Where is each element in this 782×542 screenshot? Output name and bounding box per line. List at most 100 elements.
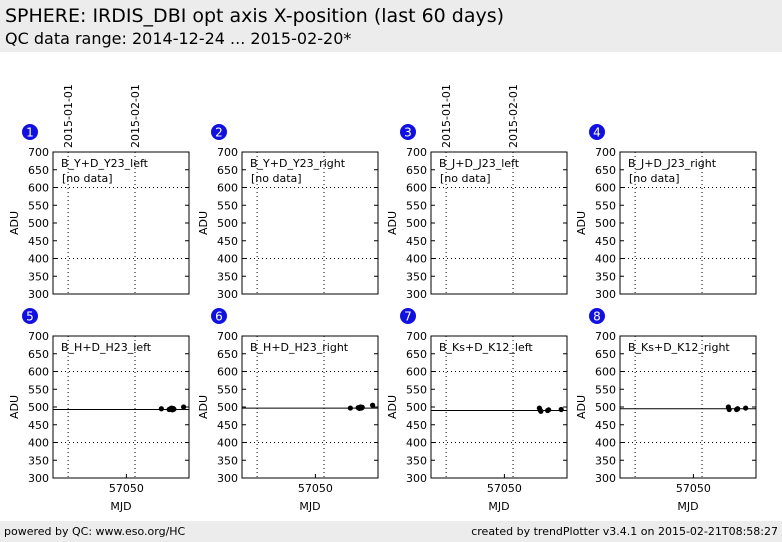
panel-number-badge (589, 124, 605, 140)
y-tick-label: 450 (28, 419, 49, 432)
date-mark-label: 2015-01-01 (62, 84, 75, 148)
x-axis-label: MJD (110, 500, 131, 513)
y-tick-label: 650 (217, 348, 238, 361)
y-tick-label: 550 (595, 383, 616, 396)
y-tick-label: 600 (217, 366, 238, 379)
data-point (370, 402, 376, 408)
panel-label: B_H+D_H23_right (250, 341, 349, 354)
y-tick-label: 450 (406, 235, 427, 248)
y-tick-label: 600 (28, 366, 49, 379)
y-tick-label: 650 (595, 348, 616, 361)
y-tick-label: 700 (217, 146, 238, 159)
x-tick-label: 57050 (109, 482, 144, 495)
plot-frame (52, 151, 190, 295)
panel-number-badge (22, 124, 38, 140)
footer-bar: powered by QC: www.eso.org/HC created by… (0, 521, 782, 542)
date-mark-label: 2015-01-01 (440, 84, 453, 148)
y-tick-label: 300 (217, 288, 238, 301)
y-tick-label: 500 (406, 401, 427, 414)
panel-label: B_Y+D_Y23_left (61, 157, 149, 170)
y-tick-label: 300 (595, 472, 616, 485)
header-bar: SPHERE: IRDIS_DBI opt axis X-position (l… (0, 0, 782, 52)
y-tick-label: 300 (28, 472, 49, 485)
no-data-note: [no data] (251, 172, 302, 185)
panel-number-badge (211, 124, 227, 140)
x-tick-label: 57050 (298, 482, 333, 495)
y-axis-label: ADU (8, 395, 21, 419)
y-tick-label: 350 (406, 270, 427, 283)
plot-frame (619, 335, 757, 479)
y-tick-label: 450 (217, 419, 238, 432)
panel-number: 4 (593, 126, 601, 140)
y-tick-label: 400 (217, 253, 238, 266)
y-tick-label: 400 (406, 437, 427, 450)
y-tick-label: 350 (595, 454, 616, 467)
footer-timestamp: created by trendPlotter v3.4.1 on 2015-0… (471, 525, 778, 538)
y-tick-label: 400 (595, 437, 616, 450)
data-point (743, 405, 749, 411)
y-tick-label: 600 (595, 182, 616, 195)
y-tick-label: 600 (406, 366, 427, 379)
y-tick-label: 550 (217, 199, 238, 212)
date-mark-label: 2015-02-01 (507, 84, 520, 148)
y-tick-label: 500 (595, 401, 616, 414)
y-tick-label: 600 (217, 182, 238, 195)
panel-label: B_H+D_H23_left (61, 341, 152, 354)
panel-number: 8 (593, 310, 601, 324)
y-tick-label: 650 (406, 164, 427, 177)
x-axis-label: MJD (488, 500, 509, 513)
y-tick-label: 600 (595, 366, 616, 379)
y-tick-label: 650 (217, 164, 238, 177)
y-tick-label: 700 (28, 330, 49, 343)
y-tick-label: 300 (406, 288, 427, 301)
footer-credit[interactable]: powered by QC: www.eso.org/HC (4, 525, 186, 538)
page-subtitle: QC data range: 2014-12-24 ... 2015-02-20… (5, 29, 352, 48)
y-tick-label: 700 (406, 146, 427, 159)
y-tick-label: 650 (28, 164, 49, 177)
panel-label: B_Ks+D_K12_right (628, 341, 730, 354)
y-tick-label: 500 (406, 217, 427, 230)
x-axis-label: MJD (299, 500, 320, 513)
y-tick-label: 450 (406, 419, 427, 432)
x-axis-label: MJD (677, 500, 698, 513)
panel-label: B_Y+D_Y23_right (250, 157, 346, 170)
data-point (538, 408, 544, 414)
page-title: SPHERE: IRDIS_DBI opt axis X-position (l… (5, 5, 505, 27)
y-tick-label: 400 (406, 253, 427, 266)
y-tick-label: 350 (595, 270, 616, 283)
y-tick-label: 300 (406, 472, 427, 485)
panel-number: 2 (215, 126, 223, 140)
date-mark-label: 2015-02-01 (129, 84, 142, 148)
y-axis-label: ADU (8, 211, 21, 235)
y-tick-label: 350 (217, 270, 238, 283)
y-tick-label: 400 (28, 253, 49, 266)
no-data-note: [no data] (629, 172, 680, 185)
y-tick-label: 700 (406, 330, 427, 343)
y-tick-label: 500 (28, 401, 49, 414)
y-tick-label: 600 (406, 182, 427, 195)
y-tick-label: 600 (28, 182, 49, 195)
plot-frame (52, 335, 190, 479)
plot-frame (241, 151, 379, 295)
y-tick-label: 350 (28, 270, 49, 283)
panel-label: B_J+D_J23_right (628, 157, 717, 170)
y-tick-label: 500 (28, 217, 49, 230)
y-tick-label: 450 (28, 235, 49, 248)
y-tick-label: 300 (595, 288, 616, 301)
y-tick-label: 450 (595, 419, 616, 432)
y-tick-label: 500 (217, 217, 238, 230)
panel-number: 5 (26, 310, 34, 324)
y-tick-label: 300 (217, 472, 238, 485)
y-tick-label: 650 (595, 164, 616, 177)
y-tick-label: 650 (406, 348, 427, 361)
y-tick-label: 450 (217, 235, 238, 248)
data-point (558, 406, 564, 413)
y-axis-label: ADU (575, 395, 588, 419)
plot-frame (430, 151, 568, 295)
y-tick-label: 650 (28, 348, 49, 361)
y-tick-label: 700 (595, 146, 616, 159)
y-tick-label: 400 (28, 437, 49, 450)
panel-number-badge (400, 124, 416, 140)
data-point (171, 406, 177, 412)
